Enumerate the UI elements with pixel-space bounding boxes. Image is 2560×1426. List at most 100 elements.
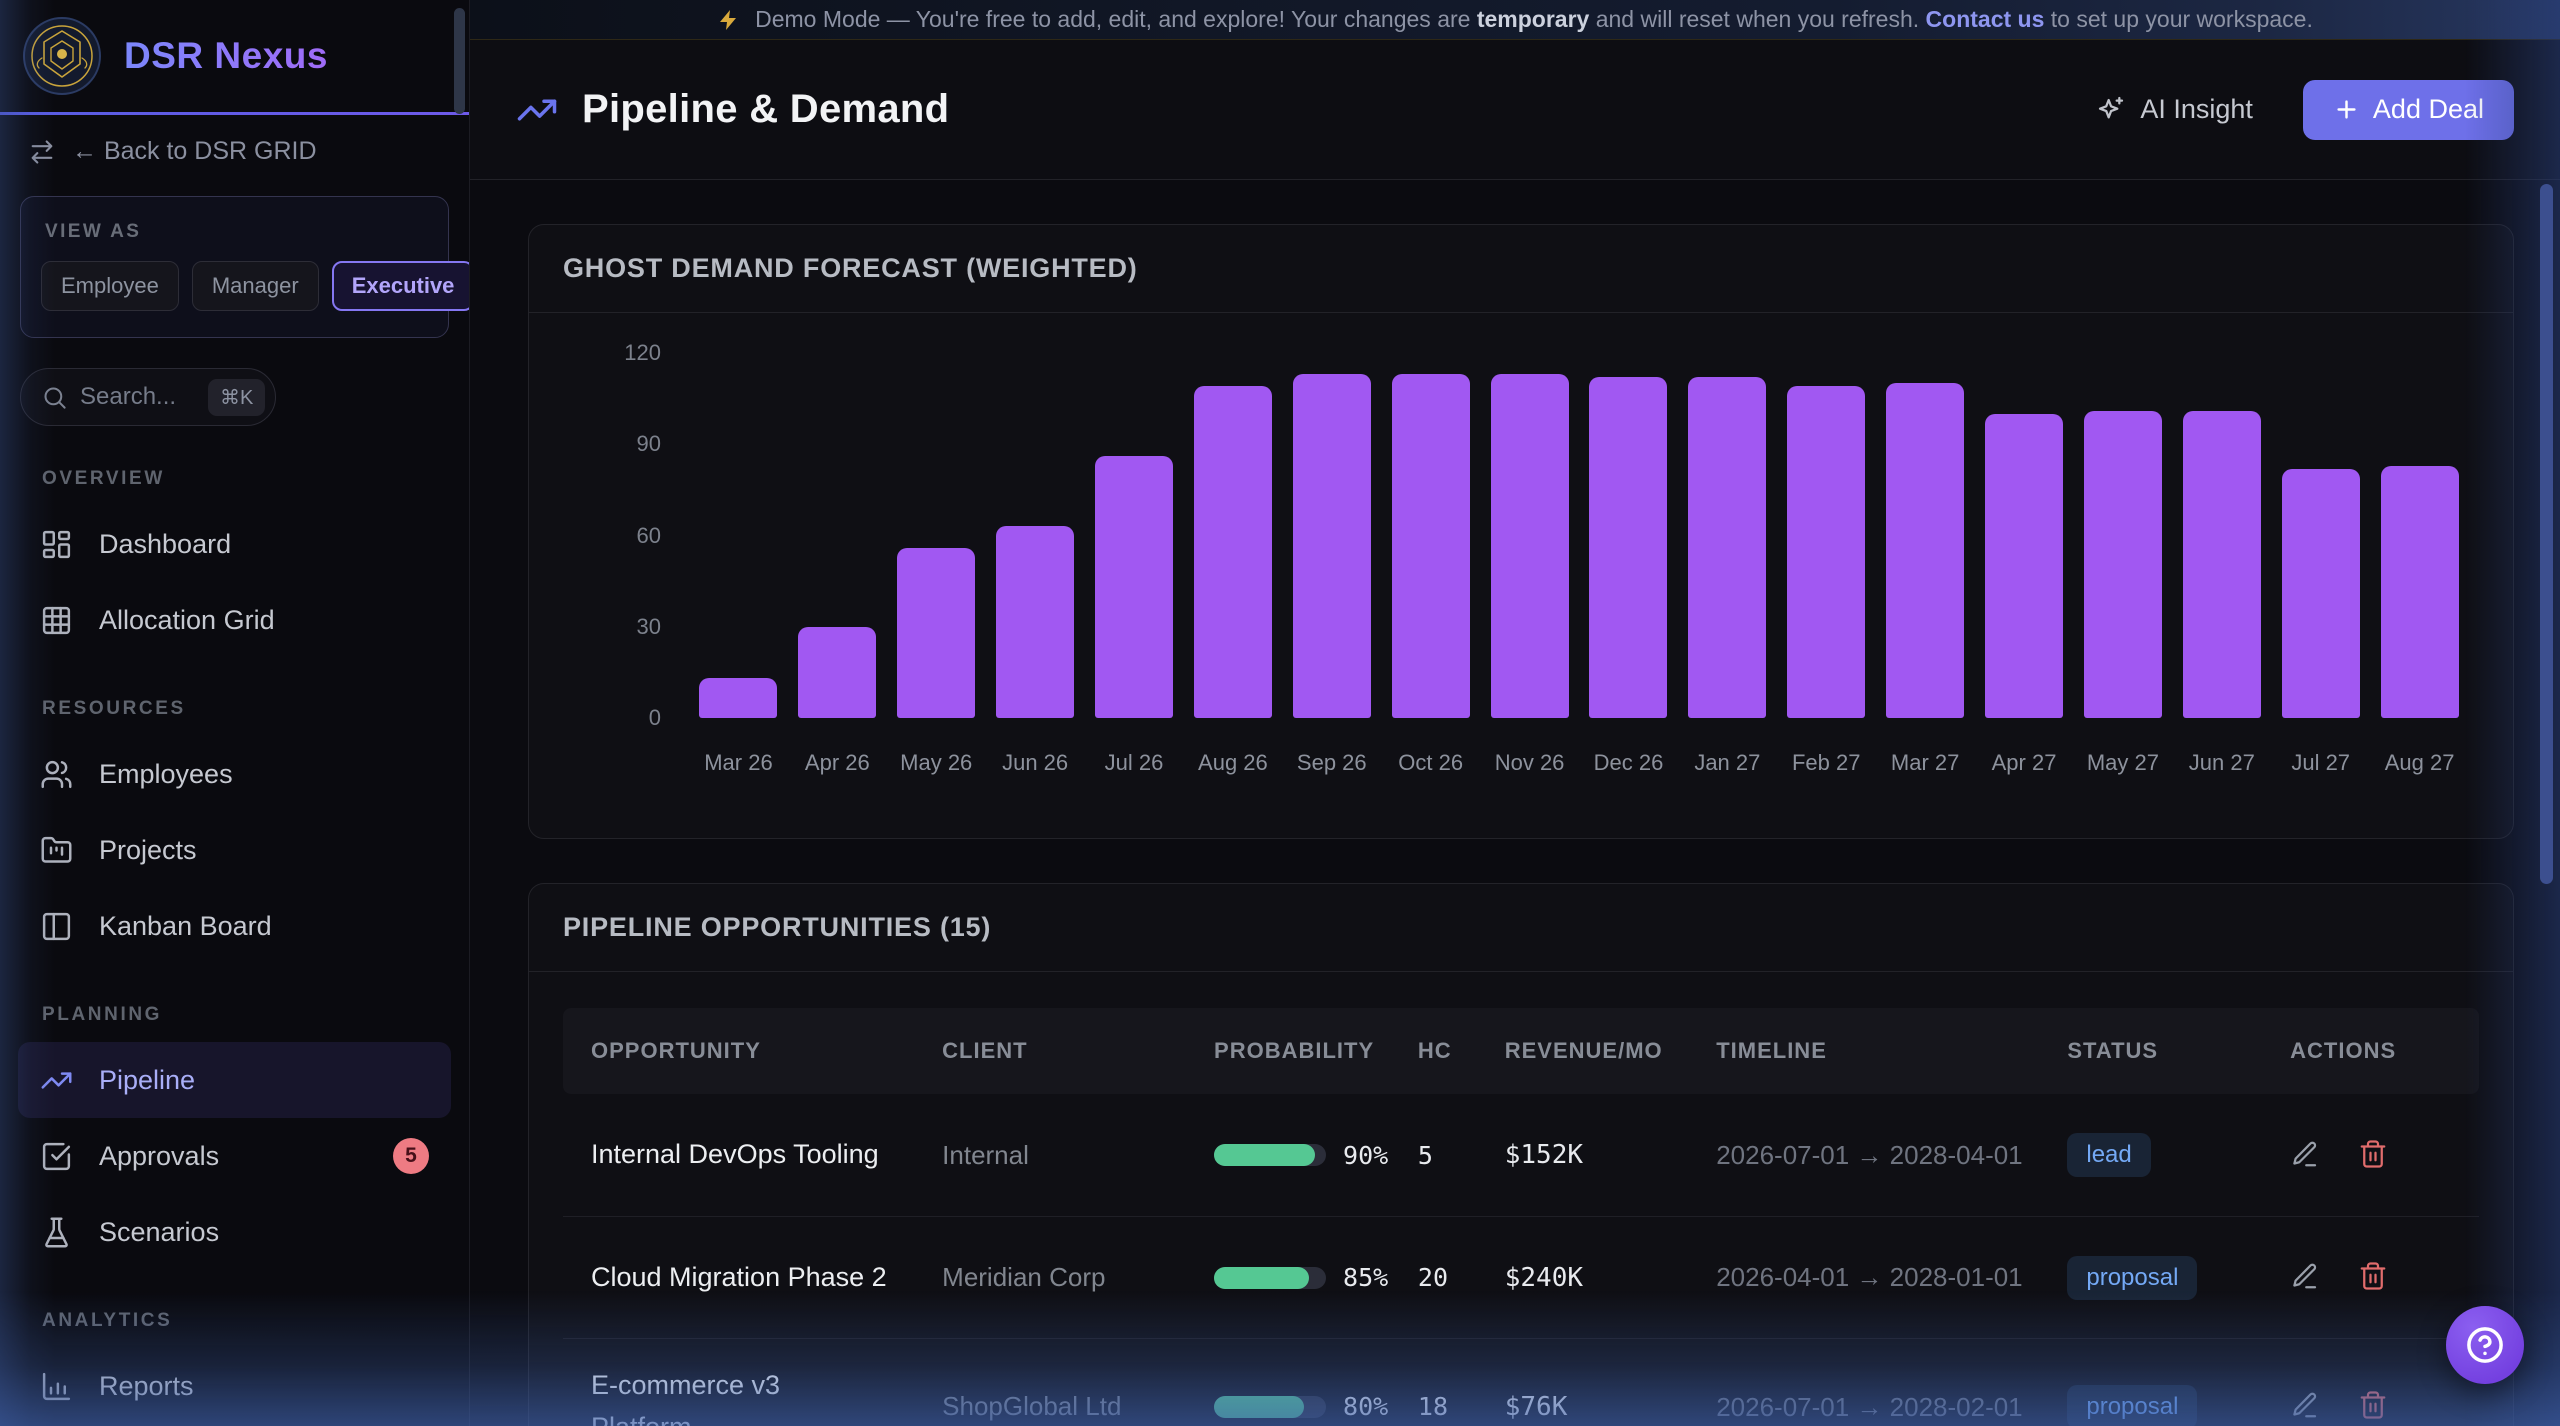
bar-jul-27[interactable] — [2281, 469, 2360, 718]
sidebar-item-dashboard[interactable]: Dashboard — [18, 506, 451, 582]
sidebar-item-kanban-board[interactable]: Kanban Board — [18, 888, 451, 964]
pencil-icon — [2290, 1390, 2320, 1420]
bar-mar-27[interactable] — [1886, 383, 1965, 718]
add-deal-label: Add Deal — [2372, 94, 2484, 124]
pipeline-card-header: PIPELINE OPPORTUNITIES (15) — [529, 884, 2513, 972]
probability-bar-fill — [1214, 1144, 1315, 1166]
bar-group-jul-27: Jul 27 — [2271, 353, 2370, 792]
header-actions: AI Insight Add Deal — [2094, 79, 2514, 140]
bar-apr-26[interactable] — [798, 627, 877, 718]
table-header-row: OPPORTUNITY CLIENT PROBABILITY HC REVENUE/MO… — [563, 1008, 2479, 1094]
bar-feb-27[interactable] — [1787, 386, 1866, 718]
view-as-employee[interactable]: Employee — [41, 261, 179, 311]
trash-icon — [2358, 1139, 2388, 1169]
status-badge: proposal — [2067, 1384, 2198, 1426]
brand-name: DSR Nexus — [124, 35, 328, 76]
swap-icon — [28, 138, 56, 166]
sidebar-item-label: Employees — [99, 758, 233, 789]
forecast-card-title: GHOST DEMAND FORECAST (WEIGHTED) — [563, 253, 1138, 283]
allocation-grid-icon — [40, 604, 73, 637]
sidebar-item-projects[interactable]: Projects — [18, 812, 451, 888]
bar-oct-26[interactable] — [1391, 374, 1470, 718]
dsr-nexus-logo-icon — [22, 16, 102, 96]
edit-button[interactable] — [2290, 1139, 2320, 1172]
bar-jan-27[interactable] — [1688, 377, 1767, 718]
bar-jul-26[interactable] — [1095, 456, 1173, 718]
sidebar-item-scenarios[interactable]: Scenarios — [18, 1194, 451, 1270]
probability-cell: 80% — [1214, 1392, 1418, 1421]
bar-group-dec-26: Dec 26 — [1579, 353, 1678, 792]
bar-apr-27[interactable] — [1985, 414, 2064, 718]
sidebar-item-label: Allocation Grid — [99, 604, 275, 635]
sidebar-item-label: Kanban Board — [99, 910, 272, 941]
chart-plot: Mar 26 Apr 26 May 26 Jun 26 Jul 26 Aug 26 Sep … — [689, 353, 2469, 792]
bar-mar-26[interactable] — [699, 678, 778, 718]
bar-aug-27[interactable] — [2380, 466, 2459, 718]
help-button[interactable] — [2446, 1306, 2524, 1384]
x-tick-mar-26: Mar 26 — [704, 750, 773, 775]
bar-may-27[interactable] — [2083, 411, 2162, 718]
bar-sep-26[interactable] — [1292, 374, 1371, 718]
bar-jun-27[interactable] — [2182, 411, 2261, 718]
back-to-dsr-grid-link[interactable]: ← Back to DSR GRID — [0, 115, 469, 176]
add-deal-button[interactable]: Add Deal — [2302, 79, 2514, 140]
bar-nov-26[interactable] — [1490, 374, 1569, 718]
status-cell: lead — [2067, 1133, 2290, 1177]
demo-banner-text: Demo Mode — You're free to add, edit, an… — [755, 6, 2313, 33]
check-square-icon — [40, 1140, 73, 1173]
sidebar-item-approvals[interactable]: Approvals 5 — [18, 1118, 451, 1194]
edit-button[interactable] — [2290, 1390, 2320, 1423]
nav-section-label-planning: PLANNING — [42, 1004, 163, 1025]
sidebar-item-allocation-grid[interactable]: Allocation Grid — [18, 582, 451, 658]
bar-aug-26[interactable] — [1193, 386, 1272, 718]
view-as-label: VIEW AS — [45, 221, 142, 242]
probability-value: 85% — [1343, 1263, 1389, 1292]
question-circle-icon — [2464, 1324, 2506, 1366]
page-title-wrap: Pipeline & Demand — [516, 87, 949, 132]
bar-group-nov-26: Nov 26 — [1480, 353, 1579, 792]
column-header-actions: ACTIONS — [2290, 1038, 2397, 1063]
sidebar-scrollbar[interactable] — [454, 8, 465, 114]
sidebar-item-pipeline[interactable]: Pipeline — [18, 1042, 451, 1118]
x-tick-jul-26: Jul 26 — [1104, 750, 1164, 775]
edit-button[interactable] — [2290, 1261, 2320, 1294]
opportunity-row-internal-devops-tooling: Internal DevOps Tooling Internal 90% 5 $152K… — [563, 1094, 2479, 1216]
pencil-icon — [2290, 1261, 2320, 1291]
demo-banner: Demo Mode — You're free to add, edit, an… — [470, 0, 2560, 40]
plus-icon — [2333, 96, 2360, 123]
x-tick-jul-27: Jul 27 — [2291, 750, 2351, 775]
delete-button[interactable] — [2358, 1390, 2388, 1423]
view-as-manager[interactable]: Manager — [191, 261, 319, 311]
opportunity-name: E-commerce v3 Platform — [591, 1370, 781, 1426]
contact-us-link[interactable]: Contact us — [1925, 6, 2045, 32]
status-badge: lead — [2067, 1133, 2151, 1177]
bar-group-sep-26: Sep 26 — [1282, 353, 1381, 792]
headcount-value: 18 — [1417, 1392, 1449, 1422]
delete-button[interactable] — [2358, 1261, 2388, 1294]
sidebar-item-label: Dashboard — [99, 528, 232, 559]
bar-group-oct-26: Oct 26 — [1381, 353, 1480, 792]
search-box[interactable]: ⌘K — [20, 368, 276, 426]
bar-dec-26[interactable] — [1589, 377, 1668, 718]
main-scrollbar[interactable] — [2540, 184, 2553, 884]
y-tick-30: 30 — [636, 613, 661, 639]
search-shortcut-badge: ⌘K — [208, 378, 266, 416]
bar-jun-26[interactable] — [996, 526, 1075, 718]
bar-may-26[interactable] — [897, 548, 976, 718]
revenue-value: $240K — [1504, 1262, 1584, 1293]
ai-insight-button[interactable]: AI Insight — [2094, 94, 2253, 126]
sidebar-item-reports[interactable]: Reports — [18, 1348, 451, 1424]
banner-text-bold: temporary — [1476, 6, 1590, 32]
headcount-value: 5 — [1417, 1140, 1433, 1170]
x-tick-aug-27: Aug 27 — [2384, 750, 2455, 775]
content: GHOST DEMAND FORECAST (WEIGHTED) 0 30 60 90… — [470, 180, 2560, 1426]
view-as-executive[interactable]: Executive — [331, 261, 469, 311]
sidebar-item-employees[interactable]: Employees — [18, 736, 451, 812]
search-input[interactable] — [80, 383, 196, 411]
bar-group-apr-26: Apr 26 — [788, 353, 887, 792]
delete-button[interactable] — [2358, 1139, 2388, 1172]
main-area: Demo Mode — You're free to add, edit, an… — [470, 0, 2560, 1426]
opportunity-row-e-commerce-v3: E-commerce v3 Platform ShopGlobal Ltd 80% 1… — [563, 1338, 2479, 1426]
sidebar-item-label: Pipeline — [99, 1064, 196, 1095]
